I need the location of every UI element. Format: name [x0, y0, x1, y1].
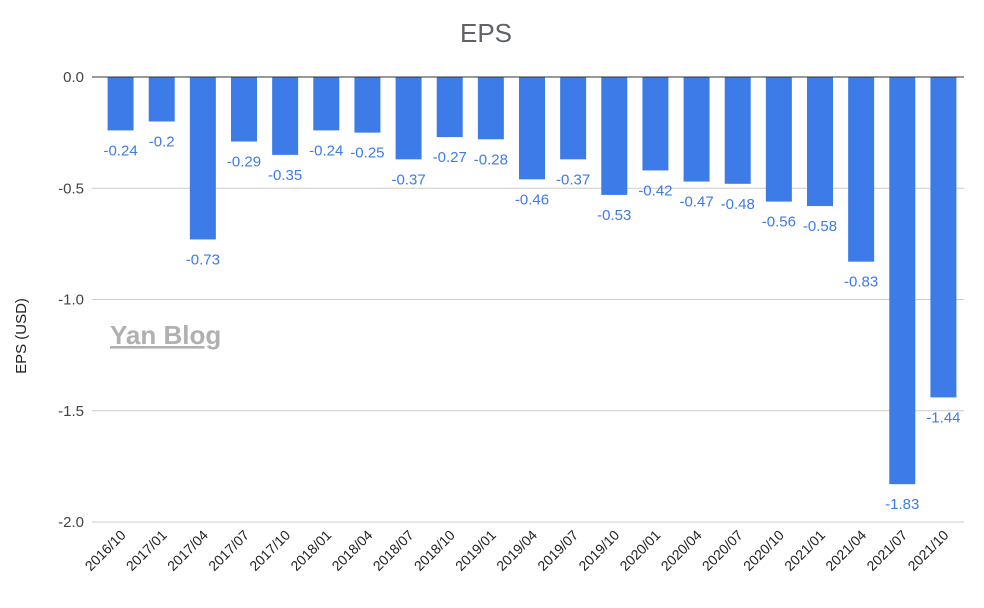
watermark-text: Yan Blog — [110, 320, 221, 350]
x-tick-label: 2018/04 — [328, 527, 375, 574]
x-tick-label: 2018/10 — [411, 527, 458, 574]
bar — [683, 77, 710, 182]
bar — [231, 77, 257, 142]
x-tick-label: 2018/07 — [370, 527, 417, 574]
bars — [107, 77, 957, 485]
data-label: -0.56 — [762, 214, 796, 231]
data-label: -0.73 — [186, 251, 220, 268]
bar — [848, 77, 875, 262]
bar — [313, 77, 340, 131]
data-label: -1.83 — [885, 496, 919, 513]
data-label: -0.37 — [391, 171, 425, 188]
y-axis-label: EPS (USD) — [13, 298, 30, 374]
x-tick-label: 2020/10 — [740, 527, 787, 574]
x-tick-label: 2017/07 — [205, 527, 252, 574]
data-label: -0.48 — [721, 196, 755, 213]
bar — [107, 77, 134, 131]
bar — [519, 77, 545, 180]
y-tick-label: -0.5 — [58, 180, 84, 197]
data-label: -0.47 — [679, 194, 713, 211]
chart-title: EPS — [460, 18, 512, 48]
data-label: -0.29 — [227, 154, 261, 171]
bar — [354, 77, 381, 133]
data-label: -0.83 — [844, 274, 878, 291]
data-label: -0.58 — [803, 218, 837, 235]
y-tick-label: 0.0 — [63, 69, 84, 86]
x-tick-label: 2021/07 — [863, 527, 910, 574]
data-label: -0.28 — [474, 151, 508, 168]
x-tick-label: 2017/04 — [164, 527, 211, 574]
x-tick-label: 2021/04 — [822, 527, 869, 574]
y-tick-label: -1.0 — [58, 292, 84, 309]
data-label: -0.2 — [149, 134, 175, 151]
bar — [477, 77, 504, 140]
x-tick-label: 2017/01 — [123, 527, 170, 574]
bar — [889, 77, 916, 485]
data-label: -0.35 — [268, 167, 302, 184]
data-label: -0.25 — [350, 145, 384, 162]
data-label: -0.27 — [433, 149, 467, 166]
x-tick-label: 2019/01 — [452, 527, 499, 574]
bar — [642, 77, 669, 171]
bar — [930, 77, 957, 398]
bar — [765, 77, 792, 202]
x-tick-label: 2021/10 — [904, 527, 951, 574]
x-tick-label: 2019/10 — [575, 527, 622, 574]
bar — [807, 77, 833, 207]
data-labels: -0.24-0.2-0.73-0.29-0.35-0.24 -0.25-0.37-… — [103, 134, 960, 514]
bar — [395, 77, 422, 160]
x-tick-label: 2018/01 — [287, 527, 334, 574]
y-tick-labels: 0.0 -0.5 -1.0 -1.5 -2.0 — [58, 69, 84, 531]
bar — [148, 77, 175, 122]
bar — [724, 77, 751, 184]
x-tick-label: 2019/07 — [534, 527, 581, 574]
y-tick-label: -1.5 — [58, 403, 84, 420]
y-tick-label: -2.0 — [58, 514, 84, 531]
bar — [436, 77, 463, 138]
data-label: -0.53 — [597, 207, 631, 224]
bar — [560, 77, 587, 160]
x-tick-label: 2019/04 — [493, 527, 540, 574]
data-label: -0.24 — [309, 142, 343, 159]
data-label: -0.24 — [103, 142, 137, 159]
data-label: -1.44 — [926, 409, 960, 426]
data-label: -0.42 — [638, 182, 672, 199]
x-tick-label: 2020/04 — [658, 527, 705, 574]
bar — [272, 77, 299, 155]
data-label: -0.37 — [556, 171, 590, 188]
x-tick-label: 2020/01 — [616, 527, 663, 574]
bar — [601, 77, 628, 195]
x-tick-label: 2020/07 — [699, 527, 746, 574]
x-tick-labels: 2016/102017/012017/042017/072017/102018/… — [82, 527, 952, 574]
bar — [189, 77, 216, 240]
data-label: -0.46 — [515, 191, 549, 208]
x-tick-label: 2017/10 — [246, 527, 293, 574]
x-tick-label: 2016/10 — [82, 527, 129, 574]
x-tick-label: 2021/01 — [781, 527, 828, 574]
gridlines — [92, 187, 964, 523]
